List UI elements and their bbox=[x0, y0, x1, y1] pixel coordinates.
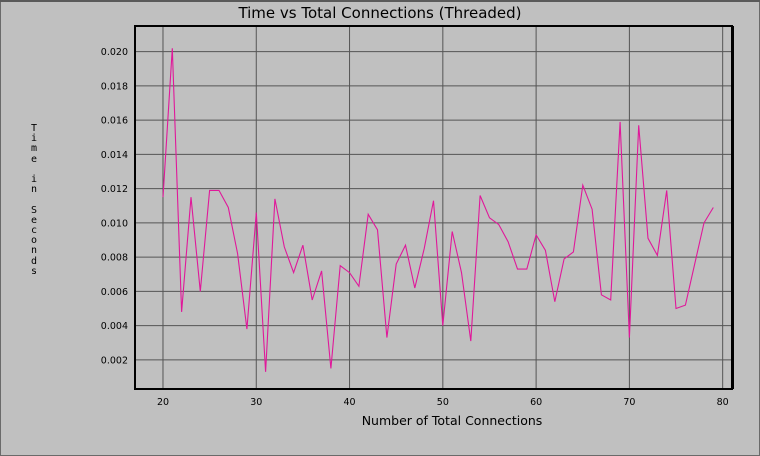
data-point bbox=[441, 324, 444, 327]
x-tick-label: 30 bbox=[250, 397, 262, 408]
y-tick-label: 0.004 bbox=[101, 321, 128, 332]
data-point bbox=[553, 300, 556, 303]
data-point bbox=[712, 206, 715, 209]
data-point bbox=[301, 244, 304, 247]
top-border bbox=[0, 0, 760, 2]
data-point bbox=[423, 247, 426, 250]
data-point bbox=[703, 221, 706, 224]
data-point bbox=[535, 233, 538, 236]
y-tick-label: 0.016 bbox=[101, 116, 128, 127]
data-point bbox=[525, 268, 528, 271]
data-point bbox=[460, 271, 463, 274]
data-point bbox=[628, 336, 631, 339]
series-line bbox=[162, 48, 714, 372]
data-point bbox=[413, 286, 416, 289]
data-point bbox=[572, 251, 575, 254]
data-point bbox=[217, 189, 220, 192]
data-point bbox=[376, 228, 379, 231]
data-point bbox=[199, 290, 202, 293]
data-point bbox=[329, 367, 332, 370]
data-point bbox=[665, 189, 668, 192]
x-axis-label: Number of Total Connections bbox=[361, 413, 543, 428]
y-tick-label: 0.020 bbox=[101, 47, 128, 58]
data-point bbox=[283, 245, 286, 248]
data-point bbox=[432, 199, 435, 202]
data-point bbox=[488, 216, 491, 219]
data-point bbox=[693, 263, 696, 266]
data-point bbox=[479, 194, 482, 197]
data-point bbox=[619, 120, 622, 123]
data-point bbox=[507, 240, 510, 243]
data-point bbox=[320, 269, 323, 272]
x-tick-label: 60 bbox=[530, 397, 542, 408]
data-point bbox=[451, 230, 454, 233]
y-tick-label: 0.006 bbox=[101, 287, 128, 298]
data-point bbox=[264, 370, 267, 373]
data-point bbox=[227, 206, 230, 209]
data-point bbox=[311, 298, 314, 301]
data-point bbox=[339, 264, 342, 267]
data-point bbox=[656, 254, 659, 257]
data-point bbox=[273, 197, 276, 200]
y-tick-label: 0.018 bbox=[101, 81, 128, 92]
x-tick-label: 80 bbox=[717, 397, 729, 408]
x-tick-label: 50 bbox=[437, 397, 449, 408]
y-tick-label: 0.014 bbox=[101, 150, 128, 161]
x-tick-label: 70 bbox=[623, 397, 635, 408]
y-tick-label: 0.010 bbox=[101, 218, 128, 229]
data-point bbox=[516, 268, 519, 271]
data-point bbox=[637, 124, 640, 127]
data-point bbox=[208, 189, 211, 192]
data-point bbox=[348, 271, 351, 274]
x-tick-label: 20 bbox=[157, 397, 169, 408]
data-point bbox=[544, 249, 547, 252]
y-tick-label: 0.002 bbox=[101, 355, 128, 366]
data-point bbox=[161, 196, 164, 199]
data-point bbox=[395, 263, 398, 266]
data-point bbox=[236, 252, 239, 255]
chart-title: Time vs Total Connections (Threaded) bbox=[238, 4, 522, 22]
data-point bbox=[255, 211, 258, 214]
data-point bbox=[675, 307, 678, 310]
data-point bbox=[563, 257, 566, 260]
data-point bbox=[647, 237, 650, 240]
data-point bbox=[357, 285, 360, 288]
data-point bbox=[385, 336, 388, 339]
data-point bbox=[292, 271, 295, 274]
data-point bbox=[684, 304, 687, 307]
data-point bbox=[171, 47, 174, 50]
y-tick-label: 0.008 bbox=[101, 253, 128, 264]
data-point bbox=[469, 340, 472, 343]
y-tick-label: 0.012 bbox=[101, 184, 128, 195]
data-point bbox=[600, 293, 603, 296]
data-point bbox=[497, 223, 500, 226]
data-point bbox=[591, 208, 594, 211]
data-point bbox=[189, 196, 192, 199]
data-point bbox=[180, 310, 183, 313]
x-tick-label: 40 bbox=[344, 397, 356, 408]
data-point bbox=[609, 298, 612, 301]
y-axis-label: T i m e i n S e c o n d s bbox=[30, 123, 38, 277]
data-point bbox=[245, 328, 248, 331]
data-point bbox=[404, 244, 407, 247]
data-point bbox=[581, 184, 584, 187]
data-point bbox=[367, 213, 370, 216]
